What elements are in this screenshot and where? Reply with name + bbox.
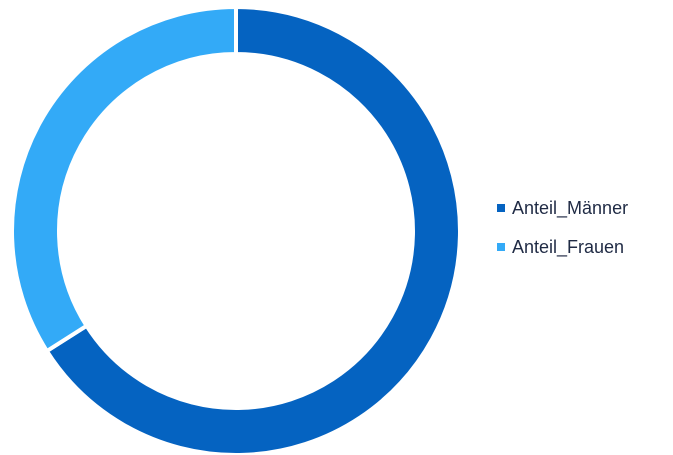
- legend: Anteil_Männer Anteil_Frauen: [497, 193, 628, 271]
- legend-item-anteil-frauen: Anteil_Frauen: [497, 232, 628, 262]
- legend-label-anteil-frauen: Anteil_Frauen: [512, 236, 625, 257]
- legend-swatch-anteil-frauen: [497, 243, 505, 251]
- donut-slices: [10, 4, 462, 455]
- slice-anteil-frauen: [10, 4, 238, 354]
- legend-label-anteil-maenner: Anteil_Männer: [512, 197, 629, 218]
- legend-item-anteil-maenner: Anteil_Männer: [497, 193, 628, 223]
- legend-swatch-anteil-maenner: [497, 204, 505, 212]
- slice-anteil-maenner: [44, 4, 462, 455]
